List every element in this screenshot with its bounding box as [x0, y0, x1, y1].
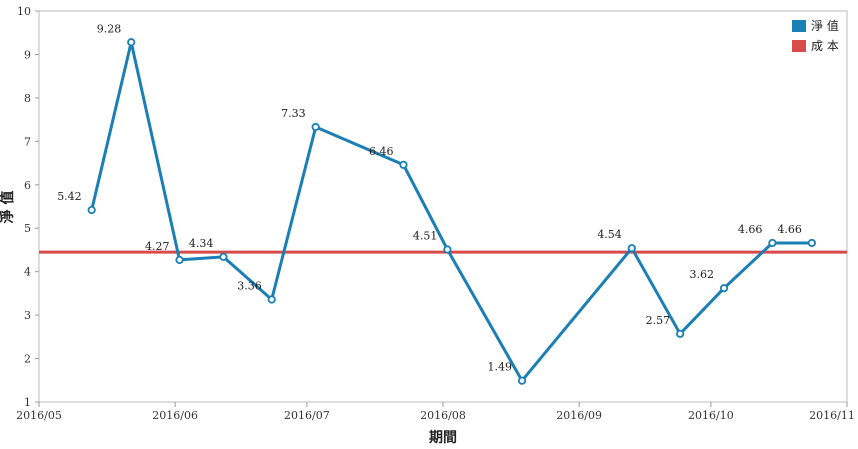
nav-data-point[interactable] — [807, 238, 816, 248]
nav-data-label: 4.27 — [145, 240, 170, 253]
nav-data-point[interactable] — [219, 252, 228, 261]
nav-data-point[interactable] — [87, 205, 96, 215]
nav-data-label: 2.57 — [646, 314, 671, 327]
nav-data-point[interactable] — [127, 38, 136, 47]
x-tick-label: 2016/11 — [809, 409, 855, 422]
nav-data-label: 3.62 — [690, 268, 715, 281]
series-nav-line — [90, 40, 812, 383]
nav-data-label: 4.51 — [413, 230, 438, 243]
y-tick-label: 10 — [17, 5, 31, 18]
y-tick-label: 3 — [24, 309, 31, 322]
x-tick-label: 2016/07 — [284, 409, 330, 422]
nav-data-point[interactable] — [768, 238, 777, 248]
y-tick-label: 4 — [24, 266, 31, 279]
nav-data-label: 9.28 — [97, 22, 122, 35]
nav-data-label: 4.54 — [597, 228, 622, 241]
x-tick-label: 2016/05 — [16, 409, 62, 422]
y-tick-label: 2 — [24, 353, 31, 366]
y-tick-label: 6 — [24, 179, 31, 192]
y-axis-title: 淨 值 — [0, 191, 16, 224]
y-tick-label: 9 — [24, 48, 31, 61]
nav-data-label: 4.66 — [738, 223, 763, 236]
nav-data-label: 7.33 — [281, 107, 306, 120]
nav-data-point[interactable] — [443, 245, 452, 254]
plot-area-border — [38, 10, 848, 403]
x-tick-label: 2016/09 — [556, 409, 602, 422]
y-tick-label: 5 — [24, 222, 31, 235]
legend-swatch — [792, 20, 806, 32]
nav-data-point[interactable] — [175, 255, 184, 265]
y-tick-label: 7 — [24, 135, 31, 148]
x-axis-title: 期間 — [429, 430, 457, 446]
legend-label[interactable]: 淨 值 — [811, 18, 839, 33]
legend-label[interactable]: 成 本 — [811, 39, 839, 53]
nav-data-point[interactable] — [267, 295, 276, 304]
nav-data-point[interactable] — [399, 160, 408, 169]
nav-data-label: 1.49 — [488, 361, 513, 374]
nav-data-label: 4.66 — [777, 223, 802, 236]
nav-data-point[interactable] — [517, 376, 527, 385]
legend: 淨 值成 本 — [792, 18, 839, 53]
nav-data-label: 4.34 — [189, 237, 214, 250]
y-tick-label: 8 — [24, 92, 31, 105]
nav-data-label: 3.36 — [237, 279, 262, 292]
nav-data-label: 6.46 — [369, 145, 394, 158]
nav-data-point[interactable] — [676, 329, 685, 338]
nav-data-point[interactable] — [311, 122, 320, 132]
nav-data-point[interactable] — [719, 284, 729, 293]
y-tick-label: 1 — [24, 396, 31, 409]
x-tick-label: 2016/10 — [688, 409, 734, 422]
nav-data-label: 5.42 — [57, 190, 82, 203]
nav-data-point[interactable] — [627, 244, 636, 253]
legend-swatch — [792, 40, 806, 52]
x-tick-label: 2016/08 — [420, 409, 466, 422]
x-tick-label: 2016/06 — [152, 409, 198, 422]
